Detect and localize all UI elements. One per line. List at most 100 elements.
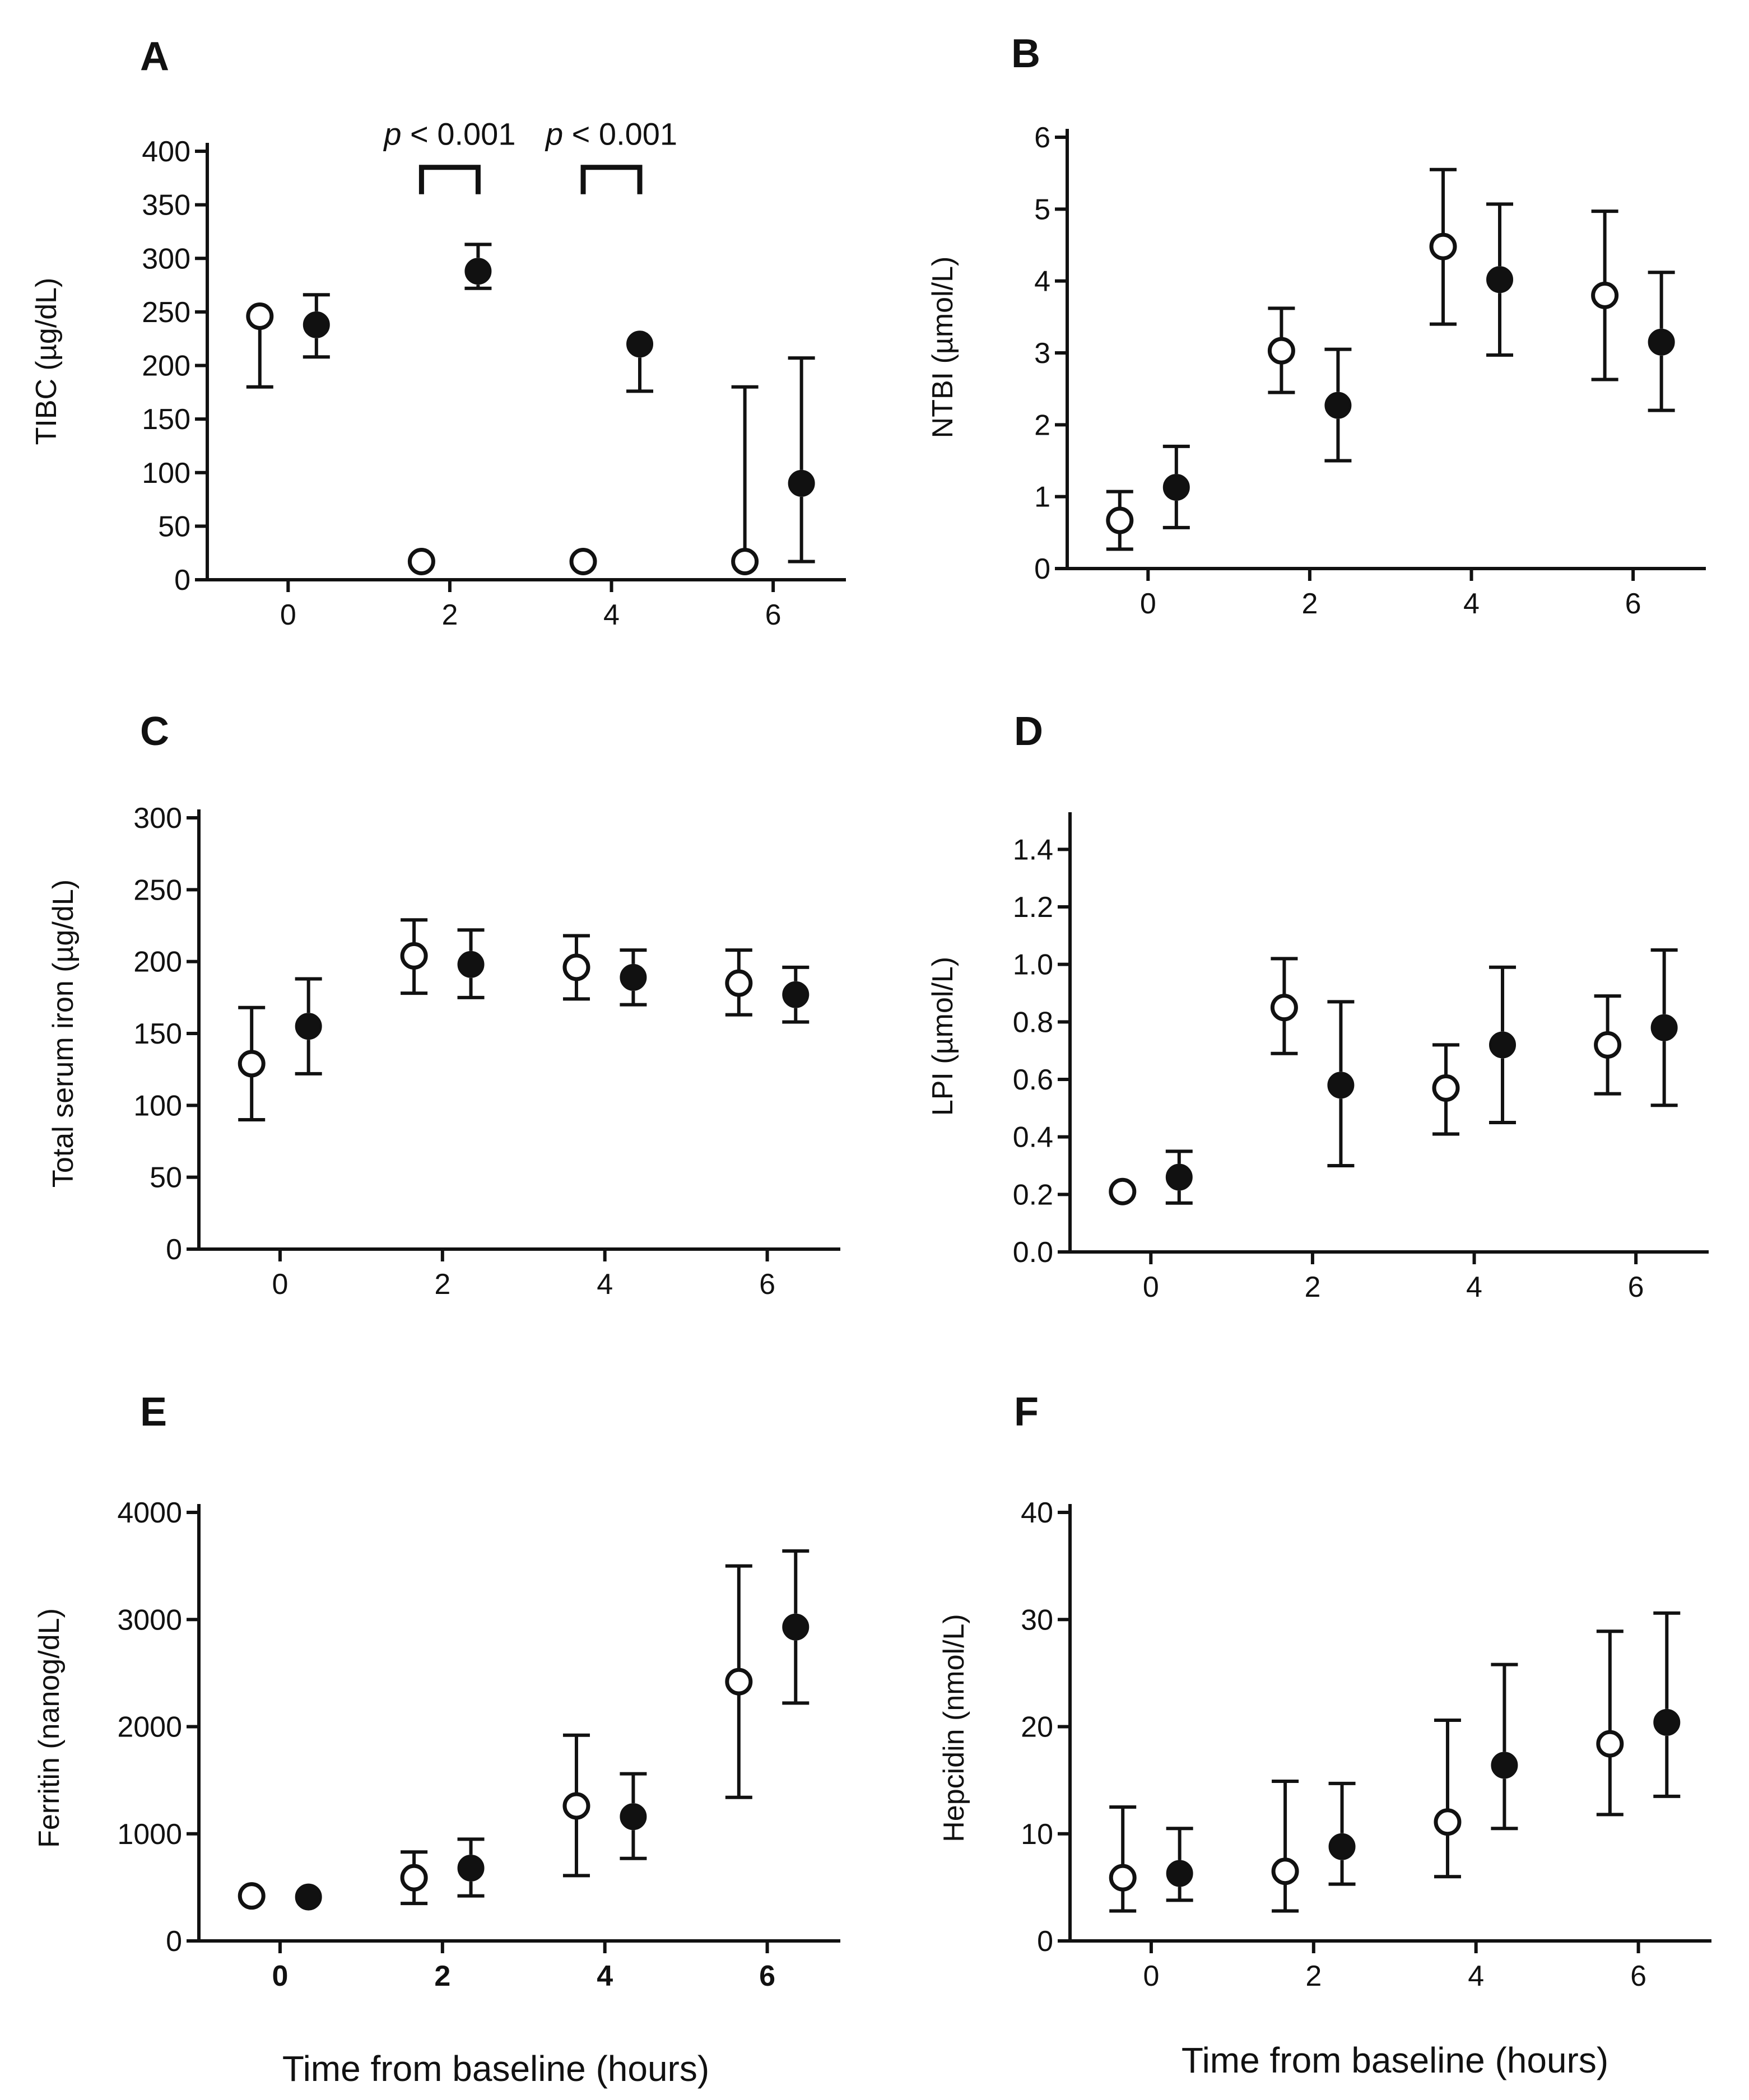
y-tick-label: 20 xyxy=(1021,1711,1053,1744)
x-tick-label: 4 xyxy=(597,1960,613,1992)
y-axis-label: TIBC (µg/dL) xyxy=(30,278,63,445)
y-axis-label: LPI (µmol/L) xyxy=(927,957,959,1116)
x-tick-label: 0 xyxy=(1143,1271,1159,1303)
y-tick-label: 250 xyxy=(133,874,182,906)
filled-data-point xyxy=(1324,392,1352,419)
x-tick-label: 0 xyxy=(280,599,296,631)
y-tick-label: 50 xyxy=(158,510,190,543)
y-axis-label: Ferritin (nanog/dL) xyxy=(33,1608,66,1848)
y-tick-label: 400 xyxy=(142,136,190,168)
y-tick-label: 2000 xyxy=(117,1711,182,1744)
open-data-point xyxy=(562,953,590,981)
panel-c: C 0 50 100 150 200 250 300 0 2 4 6 Total serum iro… xyxy=(47,709,840,1301)
x-tick-label: 4 xyxy=(1463,588,1480,620)
data-marks xyxy=(238,918,810,1121)
filled-data-point xyxy=(782,981,810,1008)
axis-ticks: 0 50 100 150 200 250 300 0 2 4 6 xyxy=(133,802,840,1301)
data-marks xyxy=(1106,167,1675,551)
filled-data-point xyxy=(457,951,485,978)
panel-letter: D xyxy=(1014,709,1043,754)
y-tick-label: 150 xyxy=(133,1018,182,1050)
open-data-point xyxy=(400,942,428,970)
y-tick-label: 1000 xyxy=(117,1818,182,1851)
open-data-point xyxy=(1106,506,1134,534)
filled-data-point xyxy=(626,330,654,358)
y-tick-label: 0.0 xyxy=(1013,1236,1053,1269)
filled-data-point xyxy=(1486,266,1514,294)
x-tick-label: 4 xyxy=(597,1268,613,1301)
y-tick-label: 0 xyxy=(166,1233,182,1266)
open-data-point xyxy=(400,1864,428,1892)
axis-ticks: 0.0 0.2 0.4 0.6 0.8 1.0 1.2 1.4 0 2 4 6 xyxy=(1013,812,1709,1303)
panel-e: E 0 1000 2000 3000 4000 0 2 4 6 Ferritin (nanog/… xyxy=(33,1390,840,2089)
filled-data-point xyxy=(1166,1860,1193,1887)
filled-data-point xyxy=(1491,1752,1518,1779)
filled-data-point xyxy=(464,258,492,285)
filled-data-point xyxy=(1489,1031,1517,1059)
panel-letter: F xyxy=(1014,1390,1039,1435)
x-tick-label: 6 xyxy=(765,599,782,631)
open-data-point xyxy=(238,1882,266,1910)
x-tick-label: 0 xyxy=(272,1268,288,1301)
y-tick-label: 1.0 xyxy=(1013,949,1053,981)
filled-data-point xyxy=(620,1803,647,1831)
axis-ticks: 0 1 2 3 4 5 6 0 2 4 6 xyxy=(1034,122,1706,620)
x-tick-label: 6 xyxy=(759,1960,775,1992)
open-data-point xyxy=(569,547,597,575)
open-data-point xyxy=(1109,1177,1137,1205)
y-tick-label: 1.2 xyxy=(1013,891,1053,924)
filled-data-point xyxy=(295,1883,322,1911)
y-axis-label: Hepcidin (nmol/L) xyxy=(938,1614,970,1842)
open-data-point xyxy=(1267,337,1295,365)
y-tick-label: 4000 xyxy=(117,1497,182,1529)
y-tick-label: 1.4 xyxy=(1013,834,1053,866)
x-tick-label: 2 xyxy=(1301,588,1318,620)
open-data-point xyxy=(1271,1857,1299,1885)
y-tick-label: 0.2 xyxy=(1013,1179,1053,1211)
y-tick-label: 0 xyxy=(1037,1925,1053,1958)
open-data-point xyxy=(238,1050,266,1078)
panel-letter: E xyxy=(140,1390,167,1435)
x-tick-label: 6 xyxy=(1628,1271,1644,1303)
y-tick-label: 0 xyxy=(174,564,190,597)
filled-data-point xyxy=(1165,1163,1193,1191)
panel-d: D 0.0 0.2 0.4 0.6 0.8 1.0 1.2 1.4 0 2 4 6 LPI (µmol… xyxy=(927,709,1709,1303)
y-tick-label: 300 xyxy=(133,802,182,835)
filled-data-point xyxy=(1653,1708,1681,1736)
panel-letter: C xyxy=(140,709,169,754)
y-tick-label: 200 xyxy=(133,946,182,979)
significance-bracket xyxy=(580,165,643,194)
y-tick-label: 100 xyxy=(133,1089,182,1122)
open-data-point xyxy=(1109,1864,1137,1892)
filled-data-point xyxy=(295,1013,322,1040)
y-tick-label: 50 xyxy=(150,1162,182,1194)
open-data-point xyxy=(1596,1730,1624,1758)
filled-data-point xyxy=(1327,1072,1355,1099)
open-data-point xyxy=(1434,1808,1462,1836)
open-data-point xyxy=(562,1792,590,1820)
x-tick-label: 2 xyxy=(434,1960,450,1992)
p-value-label: p < 0.001 xyxy=(545,117,677,152)
y-tick-label: 3 xyxy=(1034,337,1050,370)
open-data-point xyxy=(407,547,435,575)
open-data-point xyxy=(1594,1031,1622,1059)
y-tick-label: 1 xyxy=(1034,481,1050,514)
y-tick-label: 0.6 xyxy=(1013,1064,1053,1096)
panel-f: F 0 10 20 30 40 0 2 4 6 Hepcidin (nmol/L) Time f… xyxy=(938,1390,1711,2080)
significance-bracket xyxy=(418,165,481,194)
open-data-point xyxy=(1432,1074,1460,1102)
y-axis-label: Total serum iron (µg/dL) xyxy=(47,879,80,1188)
filled-data-point xyxy=(1328,1833,1356,1860)
x-tick-label: 2 xyxy=(434,1268,450,1301)
x-tick-label: 4 xyxy=(1468,1960,1484,1992)
y-tick-label: 0.8 xyxy=(1013,1006,1053,1039)
data-marks xyxy=(246,243,815,575)
filled-data-point xyxy=(457,1854,485,1882)
x-tick-label: 6 xyxy=(1630,1960,1646,1992)
y-tick-label: 200 xyxy=(142,350,190,383)
panel-a: A 0 50 100 150 200 250 300 350 400 0 2 4 6 TIBC (µg/… xyxy=(30,34,846,631)
x-tick-label: 0 xyxy=(1140,588,1156,620)
significance-annotations: p < 0.001 p < 0.001 xyxy=(383,117,677,194)
open-data-point xyxy=(725,1668,753,1696)
